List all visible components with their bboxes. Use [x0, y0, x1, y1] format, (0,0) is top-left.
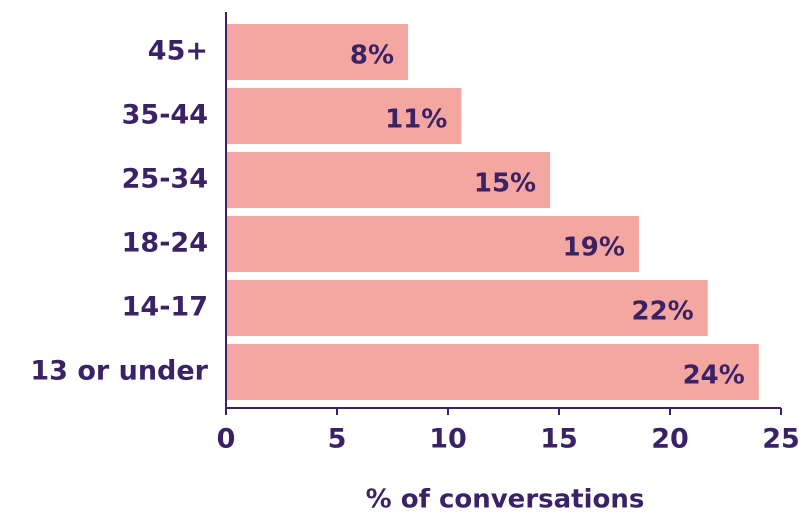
x-tick-label: 0	[217, 424, 236, 455]
data-label: 19%	[563, 233, 625, 263]
bar	[226, 24, 409, 80]
bar	[226, 152, 551, 208]
data-label: 24%	[683, 361, 745, 391]
data-label: 11%	[385, 105, 447, 135]
x-tick-label: 5	[328, 424, 347, 455]
y-tick-label: 18-24	[122, 228, 208, 259]
bar	[226, 280, 708, 336]
x-tick-label: 15	[540, 424, 578, 455]
bar	[226, 88, 462, 144]
y-tick-label: 13 or under	[30, 356, 208, 387]
x-tick-label: 20	[651, 424, 689, 455]
y-tick-label: 45+	[148, 36, 208, 67]
x-tick-label: 25	[762, 424, 800, 455]
y-tick-label: 35-44	[122, 100, 208, 131]
bar	[226, 344, 759, 400]
x-tick-label: 10	[429, 424, 467, 455]
bar	[226, 216, 639, 272]
data-label: 22%	[632, 297, 694, 327]
y-tick-label: 25-34	[122, 164, 208, 195]
y-tick-label: 14-17	[122, 292, 208, 323]
data-label: 15%	[474, 169, 536, 199]
x-axis-label: % of conversations	[366, 485, 645, 515]
data-label: 8%	[350, 41, 394, 71]
